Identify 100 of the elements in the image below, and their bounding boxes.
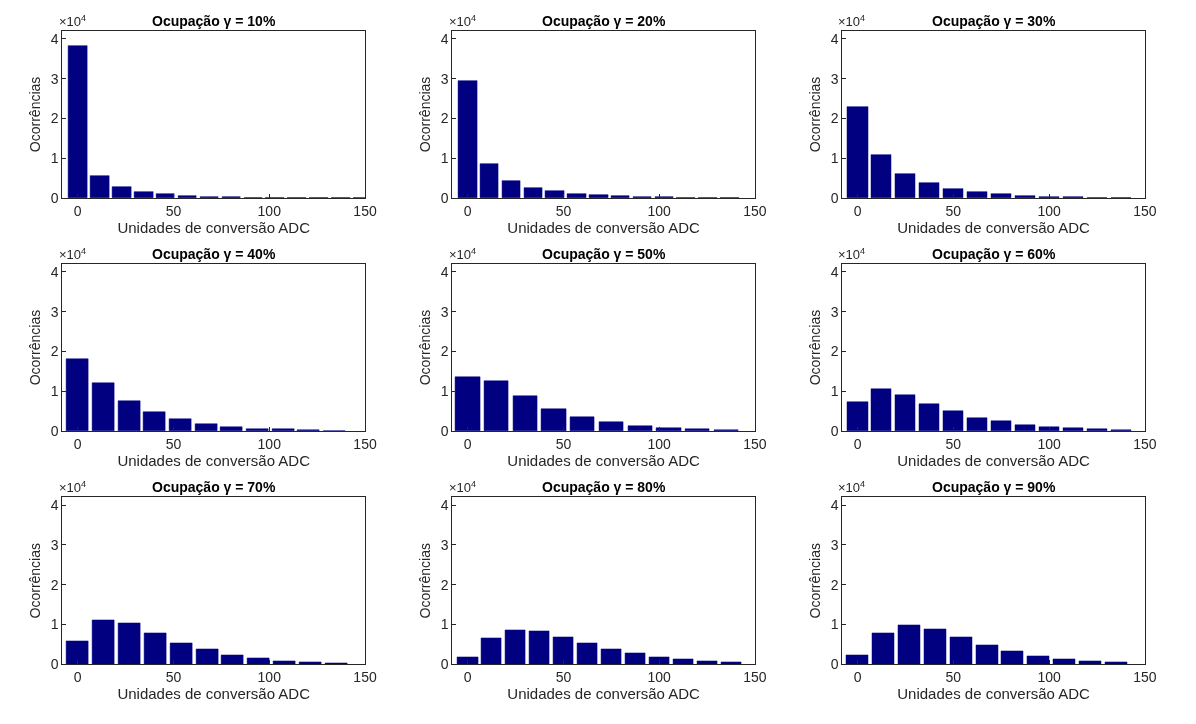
x-tick-label: 50: [555, 202, 572, 219]
y-axis-title: Ocorrências: [807, 542, 824, 619]
y-tick-label: 0: [830, 422, 839, 439]
chart-title: Ocupação γ = 60%: [932, 246, 1056, 262]
y-tick-label: 3: [50, 70, 59, 87]
bar: [272, 660, 296, 665]
x-tick-label: 100: [647, 202, 672, 219]
bar: [897, 624, 921, 665]
x-tick-label: 100: [1037, 669, 1062, 686]
bar: [1026, 655, 1050, 665]
y-tick-label: 2: [50, 343, 59, 360]
y-axis-title: Ocorrências: [417, 76, 434, 153]
x-tick-label: 50: [555, 435, 572, 452]
x-axis-title: Unidades de conversão ADC: [507, 218, 701, 236]
text: ×10$^{4}$: [59, 479, 87, 496]
bar: [720, 661, 742, 665]
text: ×10$^{4}$: [59, 246, 87, 263]
y-tick-label: 4: [50, 497, 59, 514]
bar: [648, 656, 670, 665]
x-tick-label: 50: [945, 202, 962, 219]
x-axis-title: Unidades de conversão ADC: [897, 451, 1091, 469]
text: ×10$^{4}$: [59, 13, 87, 30]
y-tick-label: 4: [440, 30, 449, 47]
x-tick-label: 100: [257, 435, 282, 452]
y-axis-title: Ocorrências: [807, 76, 824, 153]
x-tick-label: 150: [1133, 669, 1157, 686]
x-tick-label: 0: [853, 669, 862, 686]
y-tick-label: 3: [830, 303, 839, 320]
text: ×10$^{4}$: [838, 13, 866, 30]
chart-title: Ocupação γ = 50%: [542, 246, 666, 262]
y-tick-label: 1: [50, 616, 59, 633]
chart-title: Ocupação γ = 40%: [152, 246, 276, 262]
x-axis-title: Unidades de conversão ADC: [117, 451, 311, 469]
bar: [845, 654, 869, 665]
x-tick-label: 150: [743, 669, 767, 686]
bar: [298, 661, 322, 665]
bar: [1086, 428, 1108, 432]
x-tick-label: 150: [353, 669, 377, 686]
text: ×10$^{4}$: [449, 479, 477, 496]
chart-title: Ocupação γ = 30%: [932, 13, 1056, 29]
bar: [143, 632, 167, 665]
x-tick-label: 50: [165, 669, 182, 686]
bar: [1014, 424, 1036, 432]
x-axis-title: Unidades de conversão ADC: [117, 218, 311, 236]
text: ×10$^{4}$: [838, 246, 866, 263]
bar: [1062, 427, 1084, 432]
chart-title: Ocupação γ = 90%: [932, 479, 1056, 495]
y-tick-label: 1: [830, 150, 839, 167]
bar: [512, 395, 538, 432]
bar: [65, 640, 89, 665]
y-tick-label: 1: [440, 383, 449, 400]
bar: [942, 188, 964, 198]
bar: [990, 420, 1012, 432]
y-tick-label: 2: [830, 110, 839, 127]
y-tick-label: 1: [440, 150, 449, 167]
y-tick-label: 4: [440, 263, 449, 280]
y-tick-label: 0: [440, 422, 449, 439]
x-tick-label: 150: [353, 202, 377, 219]
y-tick-label: 4: [830, 30, 839, 47]
y-tick-label: 4: [830, 263, 839, 280]
x-axis-title: Unidades de conversão ADC: [897, 685, 1091, 703]
y-tick-label: 2: [830, 343, 839, 360]
x-tick-label: 0: [463, 669, 472, 686]
y-tick-label: 0: [440, 189, 449, 206]
text: ×10$^{4}$: [449, 246, 477, 263]
x-axis-title: Unidades de conversão ADC: [507, 451, 701, 469]
y-tick-label: 1: [50, 150, 59, 167]
x-axis-title: Unidades de conversão ADC: [117, 685, 311, 703]
bar: [1038, 426, 1060, 432]
x-tick-label: 0: [853, 435, 862, 452]
y-axis-title: Ocorrências: [27, 542, 44, 619]
bar: [91, 382, 115, 432]
bar: [1052, 658, 1076, 665]
bar: [684, 428, 710, 432]
chart-title: Ocupação γ = 70%: [152, 479, 276, 495]
y-tick-label: 1: [50, 383, 59, 400]
bar: [627, 425, 653, 432]
y-tick-label: 3: [440, 536, 449, 553]
bar: [540, 408, 567, 432]
x-tick-label: 0: [463, 435, 472, 452]
chart-title: Ocupação γ = 80%: [542, 479, 666, 495]
bar: [942, 410, 964, 432]
y-tick-label: 4: [50, 30, 59, 47]
x-tick-label: 150: [1133, 202, 1157, 219]
bar: [966, 417, 988, 432]
text: ×10$^{4}$: [449, 13, 477, 30]
y-tick-label: 1: [830, 616, 839, 633]
bar: [894, 394, 916, 432]
y-axis-title: Ocorrências: [27, 309, 44, 386]
x-tick-label: 0: [463, 202, 472, 219]
bar: [600, 648, 622, 665]
x-tick-label: 100: [257, 669, 282, 686]
x-tick-label: 150: [353, 435, 377, 452]
bar: [65, 358, 89, 432]
bar: [552, 636, 574, 665]
bar: [990, 193, 1012, 198]
y-axis-title: Ocorrências: [807, 309, 824, 386]
y-tick-label: 4: [830, 497, 839, 514]
y-axis-title: Ocorrências: [417, 542, 434, 619]
x-tick-label: 0: [73, 202, 82, 219]
